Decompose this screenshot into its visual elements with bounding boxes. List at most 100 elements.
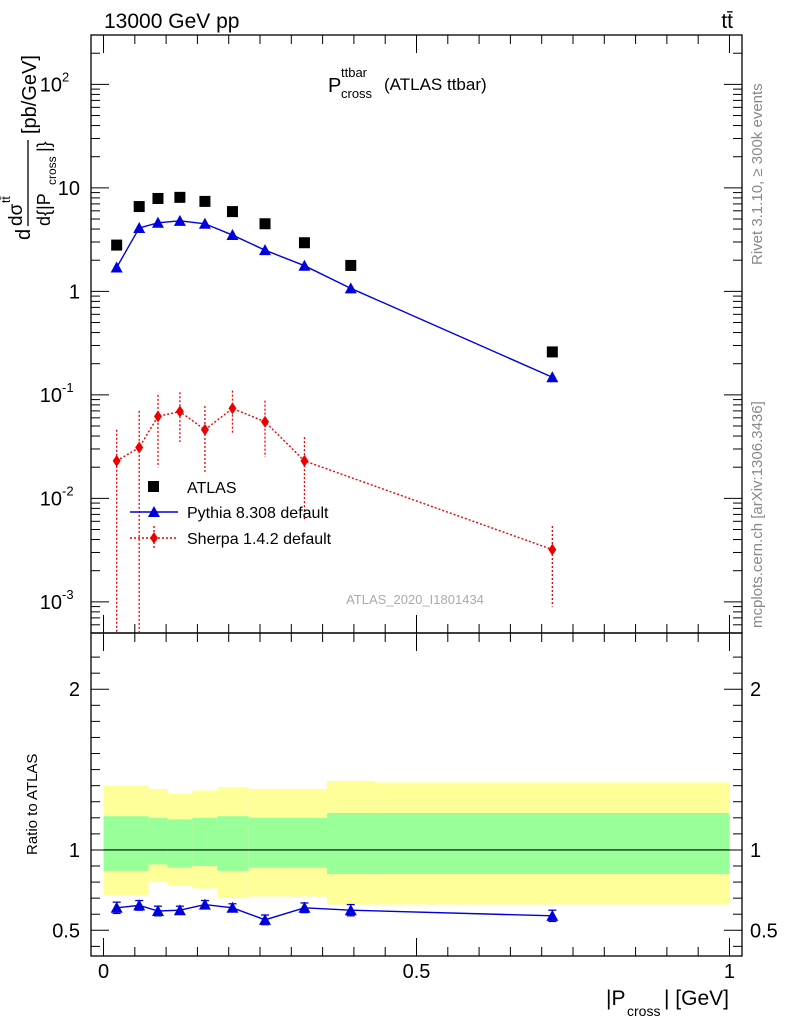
- ratio-y-axis-label: Ratio to ATLAS: [24, 754, 41, 855]
- data-point-pythia: [110, 261, 123, 273]
- data-point-atlas: [345, 259, 357, 271]
- data-point-atlas: [546, 346, 558, 358]
- svg-text:10: 10: [58, 178, 80, 200]
- data-point-pythia: [546, 371, 559, 383]
- series-line: [116, 407, 553, 551]
- x-axis-title: |P cross | [GeV]: [606, 987, 729, 1019]
- ratio-band-green: [148, 817, 168, 865]
- ratio-band-green: [167, 819, 193, 868]
- ratio-band-green: [281, 817, 327, 868]
- y-tick-label: 10 -1: [40, 380, 74, 407]
- ratio-band-green: [217, 816, 249, 871]
- ratio-y-tick-label: 0.5: [52, 920, 80, 942]
- svg-text:P: P: [328, 75, 341, 97]
- ratio-point-pythia: [259, 913, 272, 925]
- ratio-band-green: [192, 817, 218, 867]
- x-tick-label: 1: [724, 961, 735, 983]
- svg-text:[pb/GeV]: [pb/GeV]: [19, 55, 41, 134]
- mcplots-label: mcplots.cern.ch [arXiv:1306.3436]: [749, 401, 766, 628]
- data-point-sherpa: [200, 423, 209, 436]
- svg-text:cross: cross: [341, 86, 373, 101]
- energy-label: 13000 GeV pp: [104, 10, 239, 33]
- series-line: [116, 220, 553, 378]
- data-point-atlas: [111, 239, 123, 251]
- svg-text:1: 1: [69, 281, 80, 303]
- ratio-point-pythia: [226, 901, 239, 913]
- x-tick-label: 0: [98, 961, 109, 983]
- svg-text:10: 10: [40, 592, 62, 614]
- ratio-line: [116, 903, 553, 921]
- data-point-atlas: [298, 237, 310, 249]
- ratio-band-green: [374, 812, 730, 875]
- data-point-pythia: [344, 282, 357, 294]
- svg-text:-3: -3: [62, 587, 74, 602]
- legend-atlas-label: ATLAS: [187, 480, 237, 497]
- analysis-watermark: ATLAS_2020_I1801434: [346, 592, 484, 607]
- svg-text:cross: cross: [45, 156, 59, 185]
- svg-text:(ATLAS ttbar): (ATLAS ttbar): [384, 75, 487, 94]
- data-point-atlas: [174, 191, 186, 203]
- data-point-sherpa: [135, 441, 144, 454]
- svg-text:10: 10: [40, 74, 62, 96]
- legend: ATLAS Pythia 8.308 default Sherpa 1.4.2 …: [130, 480, 332, 550]
- y-tick-label: 10 2: [40, 69, 69, 96]
- data-point-sherpa: [112, 454, 121, 467]
- svg-text:|P: |P: [606, 987, 625, 1010]
- legend-sherpa-marker: [150, 532, 158, 544]
- svg-text:tt̄: tt̄: [0, 196, 13, 203]
- svg-text:| [GeV]: | [GeV]: [664, 987, 729, 1010]
- ratio-point-pythia: [344, 904, 357, 916]
- data-point-pythia: [151, 216, 164, 228]
- data-point-atlas: [226, 206, 238, 218]
- svg-text:cross: cross: [627, 1003, 660, 1019]
- svg-text:-1: -1: [62, 380, 74, 395]
- ratio-y-tick-label-right: 0.5: [750, 920, 778, 942]
- data-point-pythia: [298, 259, 311, 271]
- ratio-uncertainty-bands: [103, 780, 730, 905]
- rivet-label: Rivet 3.1.10, ≥ 300k events: [749, 83, 766, 265]
- data-point-pythia: [173, 214, 186, 226]
- ratio-y-tick-label-right: 1: [750, 840, 761, 862]
- y-tick-label: 1: [69, 281, 80, 303]
- data-point-atlas: [199, 195, 211, 207]
- svg-text:dσ: dσ: [6, 203, 27, 226]
- y-tick-label: 10: [58, 178, 80, 200]
- ratio-point-pythia: [546, 909, 559, 921]
- legend-pythia-label: Pythia 8.308 default: [187, 505, 329, 522]
- svg-text:-2: -2: [62, 483, 74, 498]
- ratio-point-pythia: [133, 899, 146, 911]
- data-point-pythia: [133, 221, 146, 233]
- ratio-point-pythia: [198, 898, 211, 910]
- data-point-sherpa: [228, 402, 237, 415]
- svg-text:ttbar: ttbar: [341, 65, 368, 80]
- data-point-sherpa: [261, 415, 270, 428]
- data-point-atlas: [152, 192, 164, 204]
- ratio-y-tick-label: 1: [69, 840, 80, 862]
- ratio-band-green: [103, 816, 149, 871]
- svg-text:2: 2: [62, 69, 69, 84]
- legend-sherpa-label: Sherpa 1.4.2 default: [187, 531, 332, 548]
- data-point-pythia: [259, 244, 272, 256]
- data-point-pythia: [226, 229, 239, 241]
- svg-text:d{|P: d{|P: [34, 193, 54, 226]
- svg-text:10: 10: [40, 385, 62, 407]
- svg-text:|}: |}: [34, 141, 54, 152]
- data-point-atlas: [133, 201, 145, 213]
- data-point-sherpa: [153, 410, 162, 423]
- ratio-point-pythia: [298, 901, 311, 913]
- data-point-sherpa: [548, 543, 557, 556]
- data-point-sherpa: [300, 454, 309, 467]
- svg-text:d: d: [13, 229, 35, 240]
- data-point-atlas: [259, 218, 271, 230]
- main-y-axis-label: d dσ tt̄ d{|P cross |} [pb/GeV]: [0, 55, 59, 240]
- legend-pythia-marker: [148, 506, 160, 517]
- legend-atlas-marker: [148, 481, 159, 492]
- ratio-point-pythia: [173, 904, 186, 916]
- data-point-pythia: [198, 217, 211, 229]
- plot-title: P ttbar cross (ATLAS ttbar): [328, 65, 487, 101]
- ratio-plot-data: [110, 898, 559, 926]
- svg-text:10: 10: [40, 488, 62, 510]
- process-label: tt̄: [721, 10, 733, 33]
- y-tick-label: 10 -2: [40, 483, 74, 510]
